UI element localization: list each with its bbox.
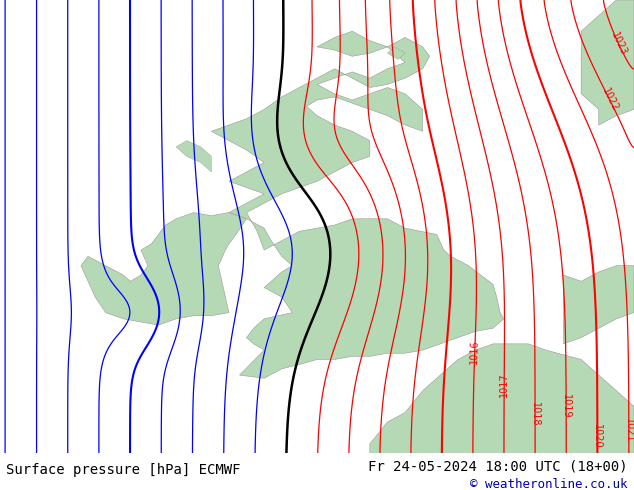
Text: 1021: 1021	[624, 418, 634, 443]
Text: 1017: 1017	[499, 373, 509, 397]
Text: 1023: 1023	[609, 31, 628, 57]
Text: 1022: 1022	[600, 87, 620, 113]
Polygon shape	[176, 141, 211, 172]
Text: Surface pressure [hPa] ECMWF: Surface pressure [hPa] ECMWF	[6, 463, 241, 477]
Text: © weatheronline.co.uk: © weatheronline.co.uk	[470, 478, 628, 490]
Polygon shape	[370, 344, 634, 453]
Polygon shape	[387, 47, 405, 59]
Text: 1019: 1019	[561, 394, 571, 419]
Polygon shape	[581, 0, 634, 125]
Polygon shape	[81, 213, 247, 325]
Text: Fr 24-05-2024 18:00 UTC (18+00): Fr 24-05-2024 18:00 UTC (18+00)	[368, 459, 628, 473]
Text: 1016: 1016	[469, 339, 480, 364]
Text: 1020: 1020	[592, 424, 602, 449]
Polygon shape	[211, 31, 503, 378]
Polygon shape	[564, 266, 634, 344]
Text: 1018: 1018	[530, 402, 540, 426]
